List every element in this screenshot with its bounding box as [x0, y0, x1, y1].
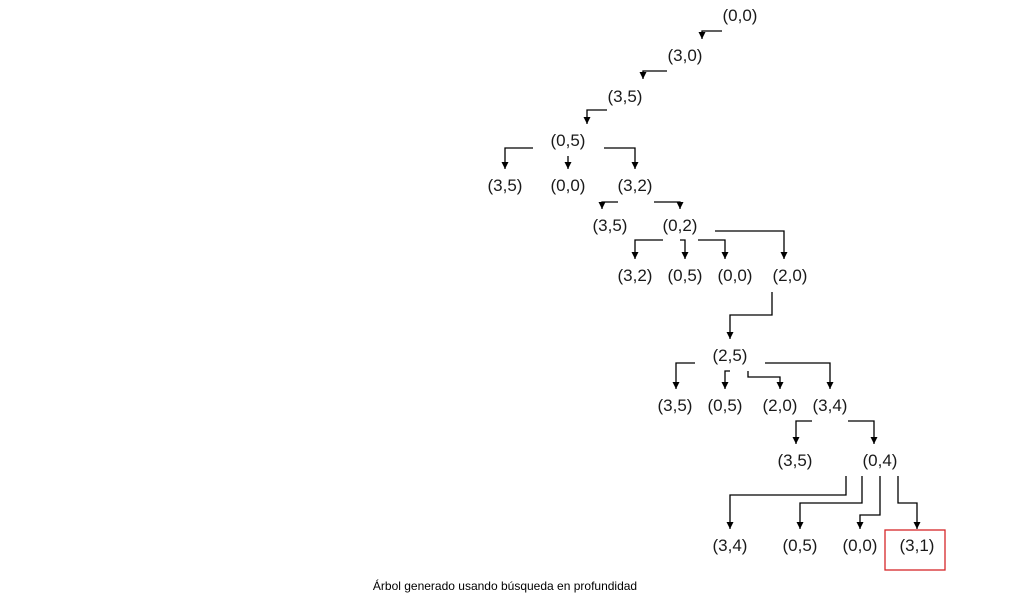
edge-n14-n17: [747, 371, 784, 389]
edge-n1-n2: [698, 30, 722, 39]
target-node: (3,1): [900, 536, 935, 555]
edge-line: [799, 476, 863, 529]
tree-node: (0,0): [723, 6, 758, 25]
arrowhead-icon: [672, 382, 680, 389]
edge-line: [859, 476, 881, 529]
tree-node: (3,2): [618, 266, 653, 285]
edge-n20-n27: [856, 476, 881, 529]
arrowhead-icon: [913, 522, 921, 529]
arrowhead-icon: [698, 32, 706, 39]
arrowhead-icon: [676, 202, 684, 209]
arrowhead-icon: [639, 72, 647, 79]
edge-line: [765, 362, 831, 389]
edge-line: [634, 239, 663, 259]
edge-line: [897, 476, 918, 529]
tree-node: (0,2): [663, 216, 698, 235]
edge-line: [729, 292, 773, 339]
tree-node: (3,2): [618, 176, 653, 195]
tree-nodes: (0,0) (3,0) (3,5) (0,5) (3,5) (0,0) (3,2) (3,5)…: [488, 6, 935, 555]
tree-node: (0,5): [708, 396, 743, 415]
arrowhead-icon: [631, 162, 639, 169]
edge-n13-n14: [726, 292, 773, 339]
edge-n9-n10: [631, 239, 663, 259]
tree-node: (2,5): [713, 346, 748, 365]
arrowhead-icon: [583, 117, 591, 124]
edge-line: [642, 70, 667, 79]
edge-n18-n19: [792, 420, 812, 444]
tree-node: (3,5): [488, 176, 523, 195]
arrowhead-icon: [776, 382, 784, 389]
arrowhead-icon: [856, 522, 864, 529]
edge-line: [747, 371, 781, 389]
tree-node: (0,0): [843, 536, 878, 555]
edge-n9-n13: [715, 230, 788, 259]
arrowhead-icon: [721, 252, 729, 259]
tree-node: (3,5): [593, 216, 628, 235]
edge-n3-n4: [583, 109, 607, 124]
tree-node: (3,5): [608, 87, 643, 106]
arrowhead-icon: [721, 382, 729, 389]
edge-line: [729, 476, 847, 529]
edge-n7-n9: [654, 201, 684, 209]
arrowhead-icon: [564, 162, 572, 169]
edge-n7-n8: [598, 201, 618, 209]
tree-node: (0,0): [718, 266, 753, 285]
edge-n9-n12: [698, 239, 729, 259]
arrowhead-icon: [726, 522, 734, 529]
edge-n14-n18: [765, 362, 834, 389]
tree-node: (3,4): [813, 396, 848, 415]
edge-n20-n25: [726, 476, 847, 529]
edge-n18-n20: [848, 420, 878, 444]
edge-n20-n28: [897, 476, 921, 529]
tree-node: (3,5): [658, 396, 693, 415]
edge-n14-n15: [672, 362, 695, 389]
edge-line: [715, 230, 785, 259]
tree-node: (2,0): [773, 266, 808, 285]
arrowhead-icon: [681, 252, 689, 259]
diagram-caption: Árbol generado usando búsqueda en profun…: [373, 578, 637, 593]
edge-n14-n16: [721, 370, 730, 389]
arrowhead-icon: [796, 522, 804, 529]
edge-line: [698, 239, 726, 259]
tree-node: (0,0): [551, 176, 586, 195]
edge-line: [795, 420, 812, 444]
edge-line: [604, 147, 636, 169]
arrowhead-icon: [826, 382, 834, 389]
edge-line: [848, 420, 875, 444]
edge-line: [675, 362, 695, 389]
edge-n4-n6: [564, 156, 572, 169]
tree-node: (0,4): [863, 451, 898, 470]
tree-node: (0,5): [783, 536, 818, 555]
edge-n20-n26: [796, 476, 863, 529]
tree-node: (0,5): [668, 266, 703, 285]
tree-node: (3,5): [778, 451, 813, 470]
arrowhead-icon: [631, 252, 639, 259]
edge-line: [654, 201, 681, 209]
arrowhead-icon: [501, 162, 509, 169]
edge-n9-n11: [680, 239, 689, 259]
edge-n4-n5: [501, 147, 533, 169]
arrowhead-icon: [780, 252, 788, 259]
arrowhead-icon: [792, 437, 800, 444]
edge-n2-n3: [639, 70, 667, 79]
tree-node: (2,0): [763, 396, 798, 415]
tree-node: (0,5): [551, 131, 586, 150]
edge-line: [504, 147, 533, 169]
tree-node: (3,4): [713, 536, 748, 555]
tree-node: (3,0): [668, 46, 703, 65]
arrowhead-icon: [726, 332, 734, 339]
target-node-highlight: [884, 529, 946, 571]
arrowhead-icon: [870, 437, 878, 444]
tree-edges: [501, 30, 921, 529]
edge-n4-n7: [604, 147, 639, 169]
arrowhead-icon: [598, 202, 606, 209]
